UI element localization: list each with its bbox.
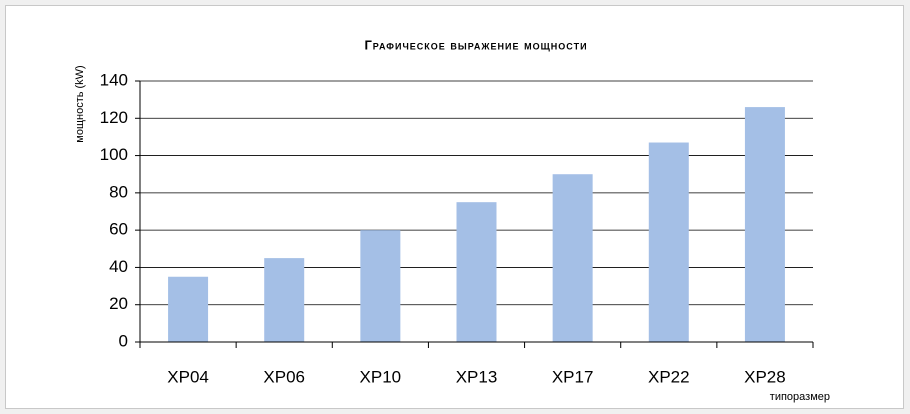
bar bbox=[744, 107, 785, 342]
y-tick-label: 0 bbox=[119, 331, 128, 350]
bar bbox=[360, 230, 401, 342]
y-tick-label: 80 bbox=[109, 182, 128, 201]
y-tick-label: 20 bbox=[109, 294, 128, 313]
bar bbox=[456, 202, 497, 342]
x-tick-label: XP06 bbox=[263, 367, 305, 386]
x-tick-label: XP22 bbox=[648, 367, 690, 386]
chart-title: Графическое выражение мощности bbox=[364, 37, 587, 52]
y-axis-label: мощность (kW) bbox=[74, 65, 86, 142]
bar bbox=[552, 174, 593, 342]
x-tick-label: XP04 bbox=[167, 367, 209, 386]
x-tick-label: XP17 bbox=[552, 367, 594, 386]
y-tick-label: 60 bbox=[109, 220, 128, 239]
x-tick-label: XP28 bbox=[744, 367, 786, 386]
x-tick-label: XP10 bbox=[360, 367, 402, 386]
y-tick-label: 140 bbox=[100, 70, 128, 89]
bar bbox=[168, 276, 209, 342]
y-tick-label: 40 bbox=[109, 257, 128, 276]
bar bbox=[648, 142, 689, 342]
bar bbox=[264, 258, 305, 342]
x-axis-label: типоразмер bbox=[770, 391, 830, 403]
x-tick-label: XP13 bbox=[456, 367, 498, 386]
y-tick-label: 120 bbox=[100, 108, 128, 127]
y-tick-label: 100 bbox=[100, 145, 128, 164]
